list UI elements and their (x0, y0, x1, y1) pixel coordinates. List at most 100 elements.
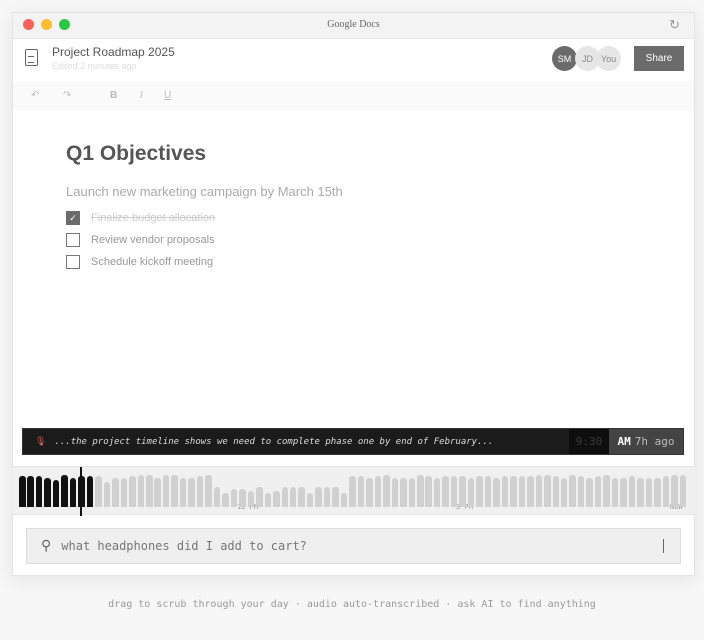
activity-bar[interactable] (281, 487, 289, 507)
activity-bar[interactable] (146, 474, 153, 507)
maximize-window-button[interactable] (59, 19, 70, 30)
document-body[interactable]: Q1 Objectives Launch new marketing campa… (13, 111, 694, 466)
activity-bar[interactable] (112, 478, 119, 507)
activity-bar[interactable] (78, 476, 85, 507)
activity-bar[interactable] (188, 478, 195, 507)
activity-bar[interactable] (256, 487, 263, 507)
activity-bar[interactable] (671, 474, 678, 507)
checkbox-checked[interactable]: ✓ (66, 211, 80, 225)
activity-bar[interactable] (552, 476, 559, 507)
activity-bar[interactable] (611, 478, 619, 507)
activity-bar[interactable] (425, 476, 432, 507)
activity-bar[interactable] (357, 476, 365, 507)
activity-bar[interactable] (662, 476, 670, 507)
activity-bar[interactable] (527, 476, 534, 507)
activity-bar[interactable] (205, 474, 212, 507)
activity-bar[interactable] (315, 487, 322, 507)
playhead[interactable] (80, 467, 82, 516)
activity-bar[interactable] (349, 476, 356, 507)
activity-bar[interactable] (628, 476, 636, 507)
italic-button[interactable]: I (140, 90, 143, 101)
activity-bar[interactable] (544, 474, 551, 507)
activity-bar[interactable] (179, 478, 187, 507)
activity-bar[interactable] (654, 478, 661, 507)
activity-bar[interactable] (560, 478, 568, 507)
activity-bar[interactable] (129, 476, 136, 507)
activity-bar[interactable] (213, 487, 221, 507)
activity-bar[interactable] (467, 478, 475, 507)
activity-bar[interactable] (408, 478, 416, 507)
activity-bar[interactable] (19, 476, 26, 507)
activity-bar[interactable] (52, 480, 60, 507)
activity-bar[interactable] (433, 478, 441, 507)
activity-bar[interactable] (95, 476, 102, 507)
activity-bar[interactable] (239, 489, 246, 507)
activity-bar[interactable] (391, 478, 399, 507)
activity-bar[interactable] (137, 474, 145, 507)
activity-bar[interactable] (417, 474, 424, 507)
activity-bar[interactable] (69, 478, 77, 507)
activity-bar[interactable] (298, 487, 305, 507)
activity-bar[interactable] (442, 476, 449, 507)
activity-bar[interactable] (569, 474, 576, 507)
activity-bar[interactable] (620, 478, 627, 507)
activity-bar[interactable] (493, 478, 500, 507)
close-window-button[interactable] (23, 19, 34, 30)
reload-icon[interactable]: ↻ (669, 17, 680, 32)
activity-bar[interactable] (35, 476, 43, 507)
doc-title[interactable]: Project Roadmap 2025 (52, 45, 175, 59)
activity-bar[interactable] (171, 474, 178, 507)
activity-bar[interactable] (103, 481, 111, 507)
activity-bar[interactable] (476, 476, 483, 507)
activity-bar[interactable] (400, 478, 407, 507)
underline-button[interactable]: U (164, 90, 172, 101)
bold-button[interactable]: B (110, 90, 118, 101)
undo-icon[interactable]: ↶ (31, 90, 40, 101)
checkbox[interactable] (66, 255, 80, 269)
checkbox[interactable] (66, 233, 80, 247)
activity-bar[interactable] (61, 474, 68, 507)
redo-icon[interactable]: ↷ (63, 90, 72, 101)
activity-bar[interactable] (383, 474, 390, 507)
activity-bar[interactable] (603, 474, 610, 507)
activity-bar[interactable] (450, 476, 458, 507)
activity-bar[interactable] (120, 478, 128, 507)
avatar-jd[interactable]: JD (575, 46, 600, 71)
activity-bar[interactable] (86, 476, 94, 507)
search-input[interactable]: what headphones did I add to cart? (61, 539, 307, 553)
activity-bar[interactable] (679, 474, 687, 507)
avatar-sm[interactable]: SM (552, 46, 577, 71)
activity-bar[interactable] (577, 476, 585, 507)
activity-bar[interactable] (222, 492, 229, 507)
share-button[interactable]: Share (634, 46, 684, 71)
activity-bar[interactable] (535, 474, 543, 507)
activity-bar[interactable] (196, 476, 204, 507)
activity-bar[interactable] (501, 476, 509, 507)
activity-bar[interactable] (645, 478, 653, 507)
activity-bar[interactable] (230, 489, 238, 507)
activity-bar[interactable] (459, 476, 466, 507)
activity-bar[interactable] (323, 487, 331, 507)
activity-bar[interactable] (374, 476, 382, 507)
activity-bar[interactable] (247, 490, 255, 507)
activity-bar[interactable] (332, 487, 339, 507)
activity-bar[interactable] (484, 476, 492, 507)
activity-bar[interactable] (637, 478, 644, 507)
activity-bar[interactable] (594, 476, 602, 507)
activity-bar[interactable] (340, 492, 348, 507)
activity-bar[interactable] (27, 476, 34, 507)
activity-bar[interactable] (518, 476, 526, 507)
activity-bar[interactable] (162, 474, 170, 507)
activity-bar[interactable] (586, 478, 593, 507)
activity-bar[interactable] (273, 490, 280, 507)
activity-bar[interactable] (366, 478, 373, 507)
activity-bar[interactable] (289, 487, 297, 507)
avatar-you[interactable]: You (596, 46, 621, 71)
activity-bar[interactable] (264, 492, 272, 507)
activity-bar[interactable] (154, 478, 161, 507)
activity-bar[interactable] (306, 492, 314, 507)
minimize-window-button[interactable] (41, 19, 52, 30)
search-bar[interactable]: ⚲ what headphones did I add to cart? (26, 528, 681, 564)
timeline-scrubber[interactable]: 12 PM 3 PM NOW (12, 466, 695, 516)
activity-bar[interactable] (510, 476, 517, 507)
